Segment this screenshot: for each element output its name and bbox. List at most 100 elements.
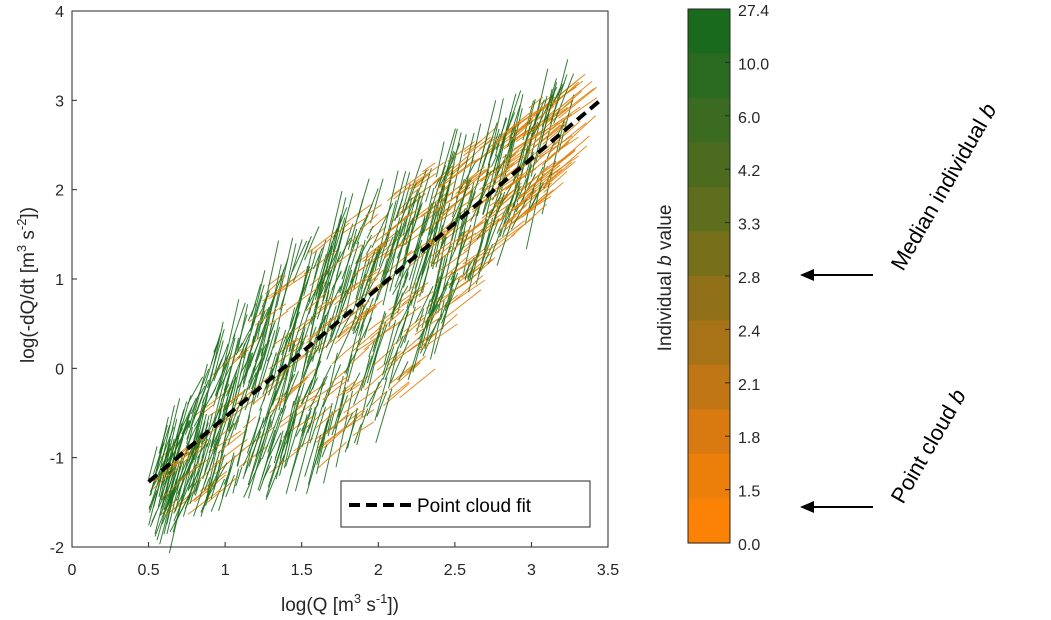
recession-segment (441, 278, 460, 324)
recession-segment (238, 445, 269, 468)
recession-segment (367, 232, 406, 265)
recession-segment (539, 135, 573, 158)
recession-segment (510, 190, 537, 211)
recession-segment (458, 210, 500, 241)
recession-segment (215, 334, 236, 396)
x-tick-label: 1 (221, 562, 230, 579)
recession-segment (438, 151, 456, 203)
recession-segment (306, 322, 322, 364)
recession-segment (344, 304, 375, 328)
recession-segment (422, 319, 439, 357)
recession-segment (225, 474, 235, 498)
recession-segment (372, 224, 397, 244)
recession-segment (466, 143, 490, 216)
recession-segment (185, 420, 200, 448)
recession-segment (272, 271, 310, 298)
recession-segment (154, 490, 173, 537)
recession-segment (322, 379, 349, 401)
x-axis-ticks: 0 0.5 1 1.5 2 2.5 3 3.5 (68, 542, 619, 579)
recession-segment (455, 262, 482, 285)
recession-segment (166, 461, 182, 525)
colorbar-tick-label: 0.0 (738, 537, 760, 554)
recession-segment (210, 428, 216, 448)
recession-segment (255, 411, 270, 458)
recession-segment (273, 243, 297, 343)
recession-segment (354, 322, 361, 334)
recession-segment (427, 276, 442, 315)
recession-segment (249, 330, 264, 368)
recession-segment (547, 150, 575, 174)
recession-segment (221, 352, 231, 367)
y-tick-label: 2 (55, 183, 64, 200)
recession-segment (294, 326, 306, 373)
recession-segment (267, 430, 288, 488)
recession-segment (390, 285, 409, 317)
recession-segment (414, 316, 442, 336)
recession-segment (298, 332, 304, 352)
recession-segment (369, 308, 405, 340)
recession-segment (464, 260, 471, 281)
recession-segment (345, 267, 380, 293)
recession-segment (212, 362, 229, 407)
recession-segment (467, 266, 474, 279)
recession-segment (343, 385, 383, 414)
recession-segment (488, 128, 500, 166)
recession-segment (517, 173, 546, 199)
recession-segment (412, 246, 431, 309)
recession-segment (321, 444, 328, 458)
recession-segment (401, 183, 411, 214)
recession-segment (547, 122, 587, 155)
colorbar-label-italic: b (655, 255, 676, 266)
recession-segment (445, 289, 482, 318)
recession-segment (496, 160, 505, 175)
recession-segment (482, 156, 499, 215)
recession-segment (500, 143, 525, 166)
recession-segment (440, 197, 463, 246)
colorbar-tick-label: 3.3 (738, 217, 760, 234)
recession-segment (419, 323, 458, 351)
recession-segment (212, 337, 236, 424)
recession-segment (378, 268, 390, 289)
recession-segment (355, 234, 373, 264)
recession-segment (300, 316, 313, 350)
recession-segment (472, 194, 491, 213)
recession-segment (522, 189, 537, 200)
recession-segment (496, 173, 522, 191)
y-tick-label: 3 (55, 93, 64, 110)
recession-segment (159, 425, 168, 452)
recession-segment (189, 443, 208, 504)
recession-segment (193, 387, 217, 427)
recession-segment (444, 279, 486, 308)
recession-segment (187, 435, 202, 462)
recession-segment (206, 388, 231, 493)
recession-segment (507, 182, 519, 211)
recession-segment (231, 334, 263, 363)
recession-segment (154, 451, 177, 535)
recession-segment (451, 159, 476, 179)
recession-segment (496, 173, 519, 213)
recession-segment (430, 299, 445, 360)
recession-segment (175, 394, 192, 445)
recession-segment (399, 368, 436, 398)
recession-segment (527, 101, 552, 120)
recession-segment (378, 308, 401, 328)
recession-segment (440, 301, 448, 321)
recession-segment (468, 219, 488, 293)
recession-segment (413, 202, 433, 260)
recession-segment (428, 228, 470, 265)
recession-segment (365, 204, 382, 217)
recession-segment (369, 324, 388, 375)
recession-segment (445, 154, 471, 175)
recession-segment (389, 229, 399, 258)
recession-segment (408, 246, 423, 292)
recession-segment (371, 391, 387, 406)
recession-segment (217, 337, 240, 422)
recession-segment (284, 340, 295, 380)
x-axis-label-mid: s (361, 595, 376, 616)
recession-segment (384, 251, 394, 275)
recession-segment (509, 119, 535, 142)
recession-segment (429, 287, 448, 324)
recession-segment (490, 193, 503, 213)
recession-segment (312, 290, 330, 362)
recession-segment (320, 375, 328, 390)
